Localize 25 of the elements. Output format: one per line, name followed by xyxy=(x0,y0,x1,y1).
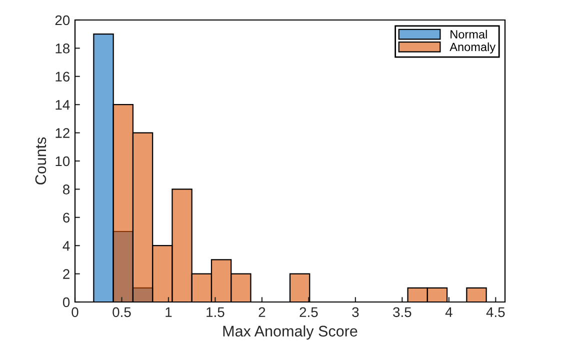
x-tick-label: 1 xyxy=(166,307,172,317)
y-axis-title: Counts xyxy=(35,137,46,184)
x-tick-label: 4 xyxy=(445,307,452,317)
y-tick-label: 12 xyxy=(56,128,70,138)
x-tick-label: 3.5 xyxy=(393,307,412,318)
y-tick-label: 2 xyxy=(63,269,70,279)
legend-label: Anomaly xyxy=(450,42,496,54)
y-tick-label: 14 xyxy=(56,100,70,110)
y-tick-label: 8 xyxy=(63,184,70,194)
y-tick-label: 20 xyxy=(55,15,70,26)
x-tick-label: 0 xyxy=(72,307,78,318)
x-tick-label: 4.5 xyxy=(486,307,505,318)
x-tick-label: 2 xyxy=(258,307,266,317)
x-tick-label: 1.5 xyxy=(206,307,224,318)
y-tick-label: 16 xyxy=(56,72,70,82)
y-tick-label: 6 xyxy=(63,212,70,223)
x-axis-title: Max Anomaly Score xyxy=(223,325,358,340)
y-tick-label: 10 xyxy=(56,156,70,166)
legend-label: Normal xyxy=(450,30,487,39)
y-tick-label: 0 xyxy=(62,297,70,308)
x-tick-label: 0.5 xyxy=(112,307,131,318)
x-tick-label: 3 xyxy=(352,307,359,318)
x-tick-label: 2.5 xyxy=(300,307,318,318)
y-tick-label: 18 xyxy=(56,44,70,54)
y-tick-label: 4 xyxy=(62,241,70,251)
